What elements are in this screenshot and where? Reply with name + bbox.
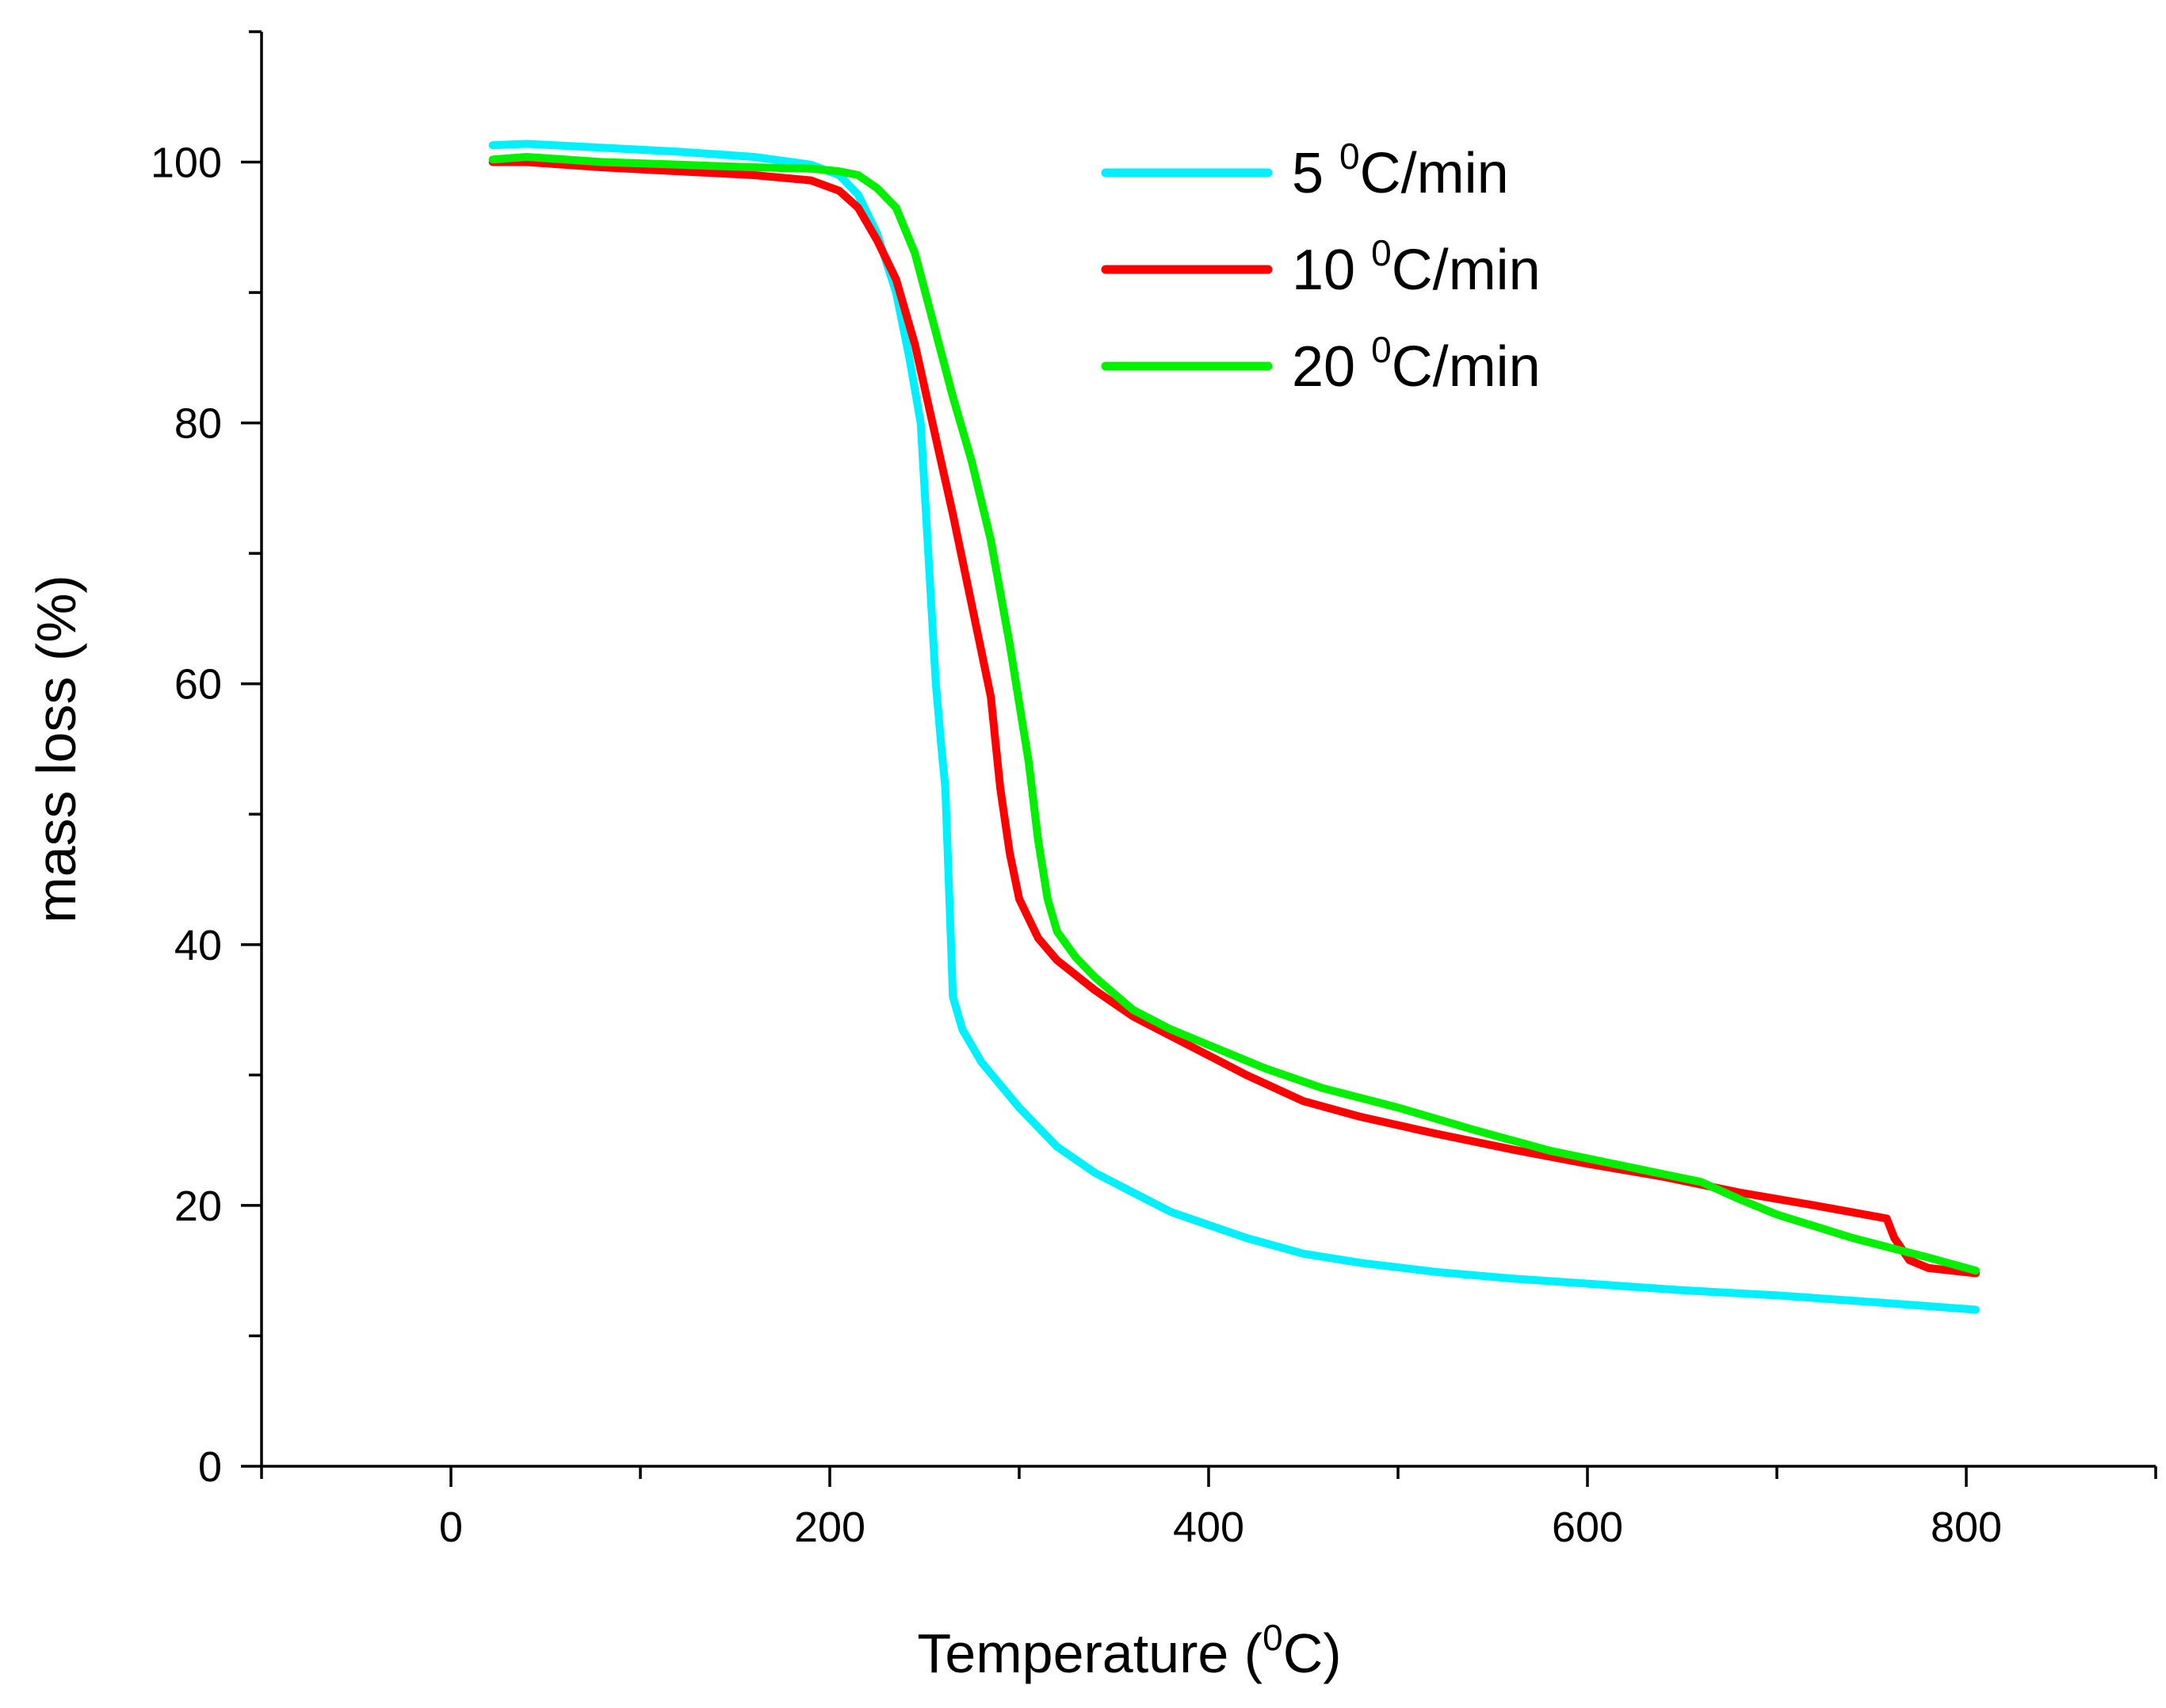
y-tick-label: 100 [151,139,222,187]
axes [260,32,2156,1468]
y-tick-label: 80 [174,400,222,448]
x-tick-label: 400 [1173,1504,1244,1551]
x-tick-label: 0 [439,1504,463,1551]
y-tick-label: 60 [174,661,222,709]
legend-label-3: 20 0C/min [1292,329,1541,399]
x-ticks: 0 200 400 600 800 [260,1466,2157,1551]
legend-label-2: 10 0C/min [1292,232,1541,302]
legend-label-1: 5 0C/min [1292,136,1509,205]
y-tick-label: 40 [174,922,222,969]
y-tick-label: 0 [198,1443,222,1491]
x-tick-label: 600 [1552,1504,1623,1551]
series-line-1 [488,139,1980,1314]
y-axis-title: mass loss (%) [25,575,87,923]
x-tick-label: 800 [1931,1504,2002,1551]
series-line-2 [488,158,1980,1278]
x-axis-title: Temperature (0C) [917,1617,1341,1684]
y-ticks: 0 20 40 60 80 100 [151,30,262,1491]
legend: 5 0C/min 10 0C/min 20 0C/min [1101,136,1541,399]
series-line-3 [488,153,1980,1275]
y-tick-label: 20 [174,1183,222,1230]
x-tick-label: 200 [794,1504,865,1551]
series-group [488,139,1980,1314]
